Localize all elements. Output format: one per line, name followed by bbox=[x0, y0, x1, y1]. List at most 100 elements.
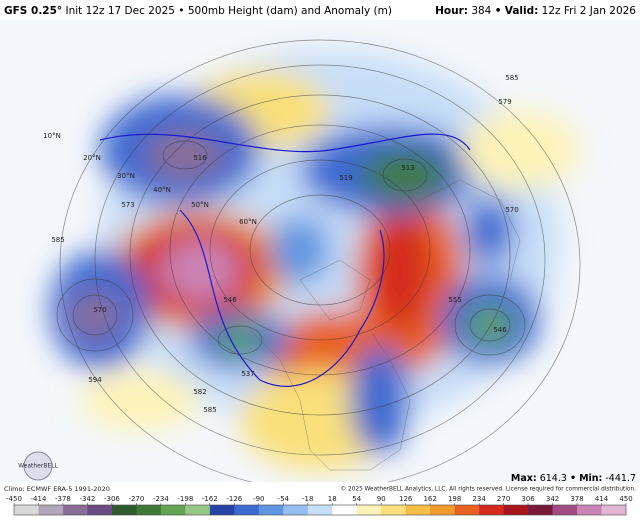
map-label: 20°N bbox=[83, 154, 101, 162]
header: GFS 0.25° Init 12z 17 Dec 2025 • 500mb H… bbox=[0, 0, 640, 20]
colorbar-tick-label: 90 bbox=[377, 495, 386, 503]
colorbar-tick-label: -198 bbox=[177, 495, 193, 503]
map-label: 546 bbox=[223, 296, 237, 304]
header-left: GFS 0.25° Init 12z 17 Dec 2025 • 500mb H… bbox=[4, 5, 392, 17]
colorbar-tick-label: -342 bbox=[79, 495, 95, 503]
colorbar-swatch bbox=[258, 505, 284, 515]
climo: Climo: ECMWF ERA-5 1991-2020 bbox=[4, 485, 110, 493]
colorbar-tick-label: -126 bbox=[226, 495, 242, 503]
map-label: 513 bbox=[401, 164, 414, 172]
footer-bg bbox=[0, 482, 640, 525]
map: 10°N 20°N 30°N 40°N 50°N 60°N 573 585 570 546 537 5… bbox=[0, 20, 640, 482]
height-contours bbox=[56, 39, 581, 482]
map-label: 573 bbox=[121, 201, 134, 209]
header-text: -441.7 bbox=[605, 473, 636, 484]
colorbar-swatch bbox=[552, 505, 578, 515]
colorbar-tick-label: 234 bbox=[472, 495, 486, 503]
header-text: Hour: bbox=[435, 5, 468, 17]
colorbar-tick-label: -450 bbox=[6, 495, 22, 503]
header-text: GFS 0.25° bbox=[4, 5, 62, 17]
map-label: 50°N bbox=[191, 201, 209, 209]
colorbar-swatch bbox=[479, 505, 504, 515]
colorbar: -450 -414 -378 -342 -306 -270 -234 -198 -162 -126… bbox=[6, 495, 633, 516]
colorbar-tick-label: 162 bbox=[423, 495, 436, 503]
colorbar-swatch bbox=[454, 505, 480, 515]
map-label: 537 bbox=[241, 370, 254, 378]
colorbar-swatch bbox=[405, 505, 431, 515]
colorbar-swatch bbox=[528, 505, 553, 515]
colorbar-tick-label: -54 bbox=[278, 495, 290, 503]
map-label: 10°N bbox=[43, 132, 61, 140]
header-text: 12z Fri 2 Jan 2026 bbox=[542, 5, 637, 17]
map-label: 582 bbox=[193, 388, 206, 396]
colorbar-tick-label: -18 bbox=[302, 495, 313, 503]
map-label: 40°N bbox=[153, 186, 171, 194]
header-text: 500mb Height (dam) and Anomaly (m) bbox=[188, 5, 392, 17]
colorbar-swatch bbox=[38, 505, 64, 515]
colorbar-tick-label: 378 bbox=[570, 495, 583, 503]
colorbar-swatch bbox=[430, 505, 455, 515]
map-label: 519 bbox=[339, 174, 352, 182]
colorbar-tick-label: 54 bbox=[352, 495, 361, 503]
map-label: 570 bbox=[93, 306, 106, 314]
colorbar-swatch bbox=[503, 505, 529, 515]
colorbar-swatch bbox=[87, 505, 113, 515]
map-label: 555 bbox=[448, 296, 461, 304]
colorbar-tick-label: 126 bbox=[399, 495, 413, 503]
header-text: Min: bbox=[579, 473, 602, 484]
footer: WeatherBELL Climo: ECMWF ERA-5 1991-2020 ©… bbox=[0, 451, 640, 525]
header-text: 614.3 bbox=[540, 473, 567, 484]
colorbar-swatch bbox=[136, 505, 162, 515]
colorbar-swatch bbox=[332, 505, 358, 515]
colorbar-swatch bbox=[577, 505, 602, 515]
colorbar-swatch bbox=[283, 505, 309, 515]
coastlines bbox=[249, 179, 521, 471]
colorbar-tick-label: -234 bbox=[153, 495, 169, 503]
map-label: 60°N bbox=[239, 218, 257, 226]
header-text: • bbox=[570, 473, 576, 484]
colorbar-swatch bbox=[356, 505, 382, 515]
colorbar-tick-label: -378 bbox=[55, 495, 71, 503]
colorbar-tick-label: 306 bbox=[521, 495, 535, 503]
colorbar-tick-label: 414 bbox=[595, 495, 609, 503]
header-text: 384 bbox=[471, 5, 491, 17]
colorbar-tick-label: 342 bbox=[546, 495, 559, 503]
colorbar-tick-label: -270 bbox=[128, 495, 144, 503]
colorbar-swatch bbox=[185, 505, 211, 515]
colorbar-swatch bbox=[62, 505, 88, 515]
header-text: Max: bbox=[511, 473, 537, 484]
logo: WeatherBELL bbox=[18, 463, 59, 470]
map-labels: 10°N 20°N 30°N 40°N 50°N 60°N 573 585 570 546 537 5… bbox=[43, 74, 519, 414]
colorbar-swatch bbox=[160, 505, 186, 515]
header-bg bbox=[0, 0, 640, 20]
copyright: © 2025 WeatherBELL Analytics, LLC. All r… bbox=[340, 486, 636, 493]
map-label: 585 bbox=[505, 74, 518, 82]
map-label: 585 bbox=[203, 406, 216, 414]
colorbar-tick-label: 450 bbox=[619, 495, 632, 503]
map-label: 516 bbox=[193, 154, 207, 162]
header-text: Init 12z 17 Dec 2025 bbox=[66, 5, 175, 17]
header-right: Hour: 384 • Valid: 12z Fri 2 Jan 2026 bbox=[435, 5, 636, 17]
max-min: Max: 614.3 • Min: -441.7 bbox=[511, 473, 636, 484]
map-label: 570 bbox=[505, 206, 518, 214]
colorbar-tick-label: 18 bbox=[328, 495, 337, 503]
colorbar-swatch bbox=[14, 505, 39, 515]
colorbar-tick-label: -306 bbox=[104, 495, 120, 503]
map-label: 579 bbox=[498, 98, 511, 106]
colorbar-tick-label: -414 bbox=[31, 495, 47, 503]
colorbar-swatch bbox=[111, 505, 137, 515]
colorbar-tick-label: -162 bbox=[202, 495, 218, 503]
colorbar-swatch bbox=[381, 505, 406, 515]
map-label: 594 bbox=[88, 376, 102, 384]
climo-contours bbox=[99, 133, 471, 387]
colorbar-tick-label: 270 bbox=[497, 495, 510, 503]
colorbar-tick-label: -90 bbox=[253, 495, 264, 503]
colorbar-swatch bbox=[234, 505, 260, 515]
header-text: • bbox=[495, 5, 502, 17]
map-label: 546 bbox=[493, 326, 507, 334]
map-label: 585 bbox=[51, 236, 64, 244]
colorbar-tick-label: 198 bbox=[448, 495, 461, 503]
map-label: 30°N bbox=[117, 172, 135, 180]
header-text: Valid: bbox=[505, 5, 539, 17]
